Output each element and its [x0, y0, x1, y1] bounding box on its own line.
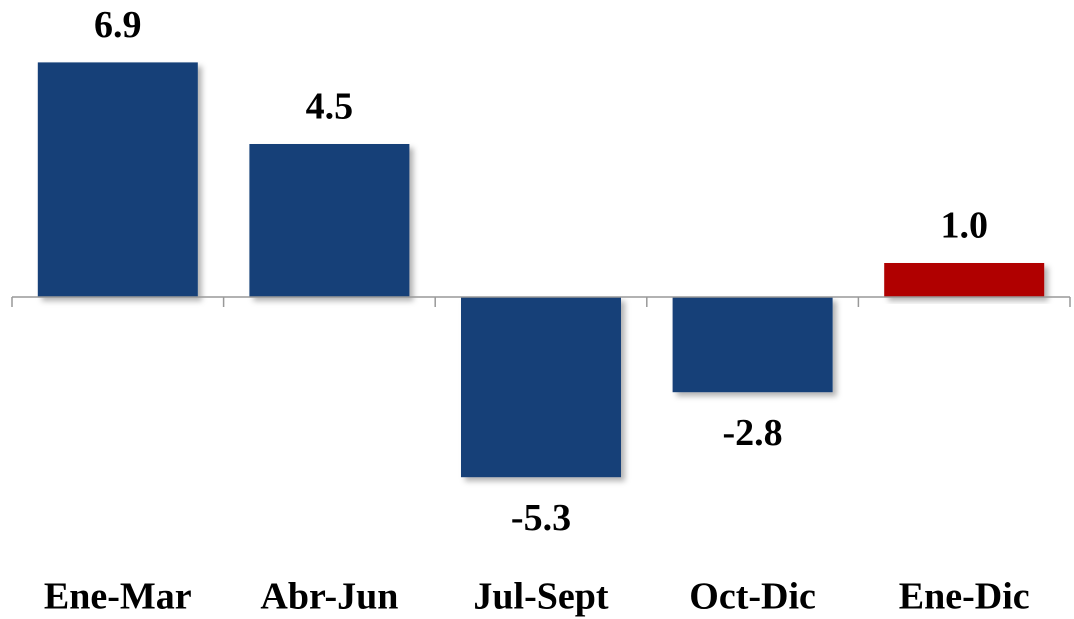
value-label: 4.5	[306, 86, 354, 128]
value-label: -5.3	[511, 497, 571, 539]
value-label: 1.0	[940, 205, 988, 247]
x-tick-label: Abr-Jun	[260, 576, 398, 618]
value-label: 6.9	[94, 4, 142, 46]
x-tick-label: Ene-Mar	[44, 576, 192, 618]
value-label: -2.8	[723, 412, 783, 454]
bar	[884, 263, 1045, 297]
bar	[461, 297, 621, 478]
x-tick-label: Oct-Dic	[689, 576, 816, 618]
bar	[249, 144, 410, 297]
bar	[672, 297, 833, 393]
bar	[37, 62, 198, 298]
x-tick-label: Ene-Dic	[899, 576, 1030, 618]
x-tick-label: Jul-Sept	[473, 576, 608, 618]
